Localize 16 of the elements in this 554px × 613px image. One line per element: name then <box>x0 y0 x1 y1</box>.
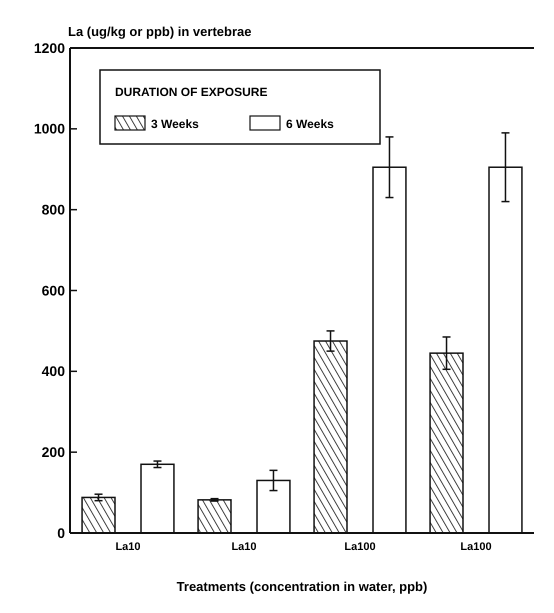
x-tick-label: La100 <box>460 541 492 553</box>
x-tick-label: La10 <box>115 541 141 553</box>
y-tick-label: 600 <box>42 282 66 298</box>
legend-label: 3 Weeks <box>151 117 200 131</box>
y-tick-label: 0 <box>57 524 66 541</box>
x-axis-title: Treatments (concentration in water, ppb) <box>176 579 428 594</box>
y-tick-label: 200 <box>42 444 66 460</box>
legend-title: DURATION OF EXPOSURE <box>115 85 268 99</box>
legend-label: 6 Weeks <box>286 117 334 131</box>
y-tick-label: 1000 <box>34 120 66 137</box>
y-tick-label: 1200 <box>34 40 66 56</box>
y-tick-label: 800 <box>42 202 66 218</box>
y-tick-label: 400 <box>42 363 66 380</box>
x-tick-label: La100 <box>344 541 376 553</box>
x-tick-label: La10 <box>231 541 257 553</box>
y-axis-title: La (ug/kg or ppb) in vertebrae <box>68 24 252 39</box>
